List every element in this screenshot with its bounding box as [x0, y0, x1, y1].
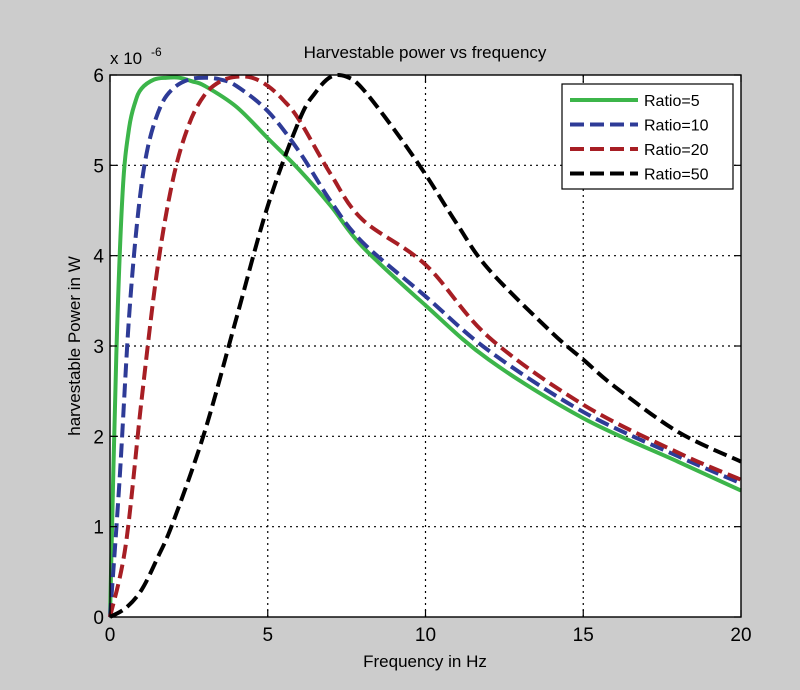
y-tick-label: 5	[93, 156, 104, 177]
x-tick-label: 15	[573, 625, 594, 646]
y-tick-label: 3	[93, 337, 104, 358]
x-tick-label: 10	[415, 625, 436, 646]
legend-label-4: Ratio=50	[644, 167, 709, 184]
legend-label-2: Ratio=10	[644, 118, 709, 135]
series-line-1	[108, 75, 742, 618]
x-tick-label: 20	[730, 625, 751, 646]
y-tick-label: 2	[93, 427, 104, 448]
y-tick-label: 0	[93, 608, 104, 629]
chart-title: Harvestable power vs frequency	[304, 43, 547, 62]
y-tick-label: 1	[93, 518, 104, 539]
series-line-3	[108, 74, 742, 618]
y-multiplier-exponent: -6	[151, 45, 162, 59]
tick-labels: 0 5 10 15 20 0 1 2 3 4 5 6	[93, 66, 751, 646]
legend-label-1: Ratio=5	[644, 93, 700, 110]
x-tick-label: 0	[105, 625, 116, 646]
series-line-2	[108, 75, 742, 618]
x-axis-label: Frequency in Hz	[363, 652, 487, 671]
series-line-4	[109, 73, 742, 619]
y-tick-label: 6	[93, 66, 104, 87]
y-multiplier-base: x 10	[110, 49, 142, 68]
y-axis-label: harvestable Power in W	[65, 256, 84, 436]
ticks	[109, 74, 742, 618]
y-tick-label: 4	[93, 247, 104, 268]
x-tick-label: 5	[262, 625, 273, 646]
legend-items: Ratio=5 Ratio=10 Ratio=20 Ratio=50	[570, 93, 709, 184]
series-layer	[108, 73, 742, 619]
legend: Ratio=5 Ratio=10 Ratio=20 Ratio=50	[561, 83, 734, 190]
legend-label-3: Ratio=20	[644, 142, 709, 159]
